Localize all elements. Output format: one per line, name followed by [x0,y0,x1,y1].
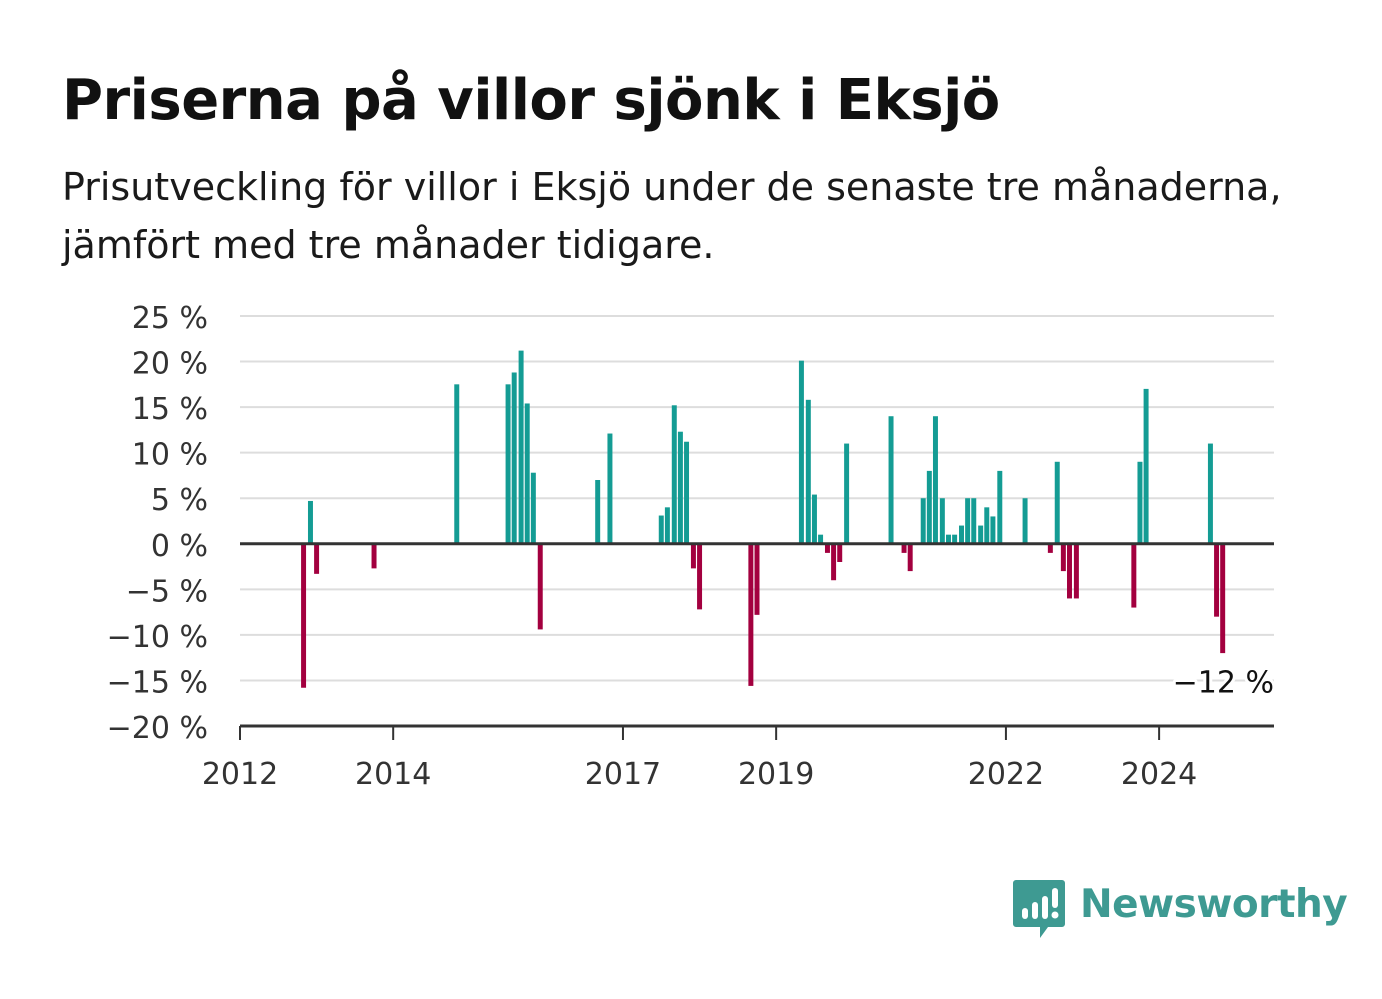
bar [530,472,536,544]
bar [671,405,677,544]
bar [677,431,683,544]
gridlines [240,315,1274,682]
bar [824,543,830,553]
bar [748,543,754,686]
bar [307,500,313,544]
bar [837,543,843,562]
bar [926,470,932,544]
bar [818,534,824,544]
bar [684,441,690,544]
bar [907,543,913,572]
bar [664,507,670,544]
bar [984,507,990,544]
bar [971,498,977,544]
y-tick-label: 25 % [132,301,208,336]
bar [1214,543,1220,617]
x-tick-label: 2024 [1121,757,1197,792]
x-tick-label: 2022 [968,757,1044,792]
bar [939,498,945,544]
bar [518,350,524,544]
y-tick-label: −20 % [107,711,208,746]
bar [811,494,817,544]
newsworthy-logo-icon [1013,880,1065,938]
bar [301,543,307,688]
bar [1073,543,1079,599]
y-tick-label: −15 % [107,665,208,700]
bar [505,384,511,544]
bar [1060,543,1066,572]
bar [932,416,938,544]
bars [301,350,1226,688]
bar [1137,461,1143,544]
bar [1131,543,1137,608]
bar [690,543,696,569]
annotations: −12 % [1170,662,1277,703]
bar [511,372,517,544]
bar [1047,543,1053,553]
bar [952,534,958,544]
chart-subtitle: Prisutveckling för villor i Eksjö under … [62,165,1282,267]
x-tick-label: 2017 [585,757,661,792]
bar [697,543,703,610]
newsworthy-brand[interactable]: Newsworthy [1012,878,1348,942]
y-tick-label: 0 % [151,529,208,564]
x-tick-label: 2014 [355,757,431,792]
y-tick-label: 20 % [132,347,208,382]
bar [1143,388,1149,544]
bar [798,360,804,544]
bar [314,543,320,574]
bar [595,480,601,544]
x-tick-label: 2012 [202,757,278,792]
bar [945,534,951,544]
bar [1207,443,1213,544]
bar [959,525,964,544]
x-axis-tick-labels: 2012 2014 2017 2019 2022 2024 [202,757,1197,792]
bar [658,515,664,544]
axes [239,542,1274,740]
bar [454,384,460,544]
bar [978,525,984,544]
y-tick-label: 10 % [132,438,208,473]
bar [990,516,996,544]
bar [805,399,811,544]
y-tick-label: −5 % [126,574,208,609]
bar [1054,461,1060,544]
bar [371,543,377,569]
bar [997,470,1003,544]
y-axis-tick-labels: 25 % 20 % 15 % 10 % 5 % 0 % −5 % −10 % −15 % −20 … [107,301,208,746]
bar [1220,543,1226,654]
bar [607,433,613,544]
y-tick-label: 15 % [132,392,208,427]
bar [1022,498,1028,544]
bar [1067,543,1072,599]
bar [901,543,907,553]
bar [920,498,926,544]
last-value-label: −12 % [1173,665,1274,700]
y-tick-label: −10 % [107,620,208,655]
chart-title: Priserna på villor sjönk i Eksjö [62,68,1000,133]
y-tick-label: 5 % [151,483,208,518]
bar [888,416,894,544]
bar [524,403,530,544]
bar [537,543,543,630]
bar [754,543,760,615]
bar [965,498,971,544]
x-tick-label: 2019 [738,757,814,792]
bar [844,443,850,544]
brand-name: Newsworthy [1080,882,1348,927]
bar [831,543,837,581]
